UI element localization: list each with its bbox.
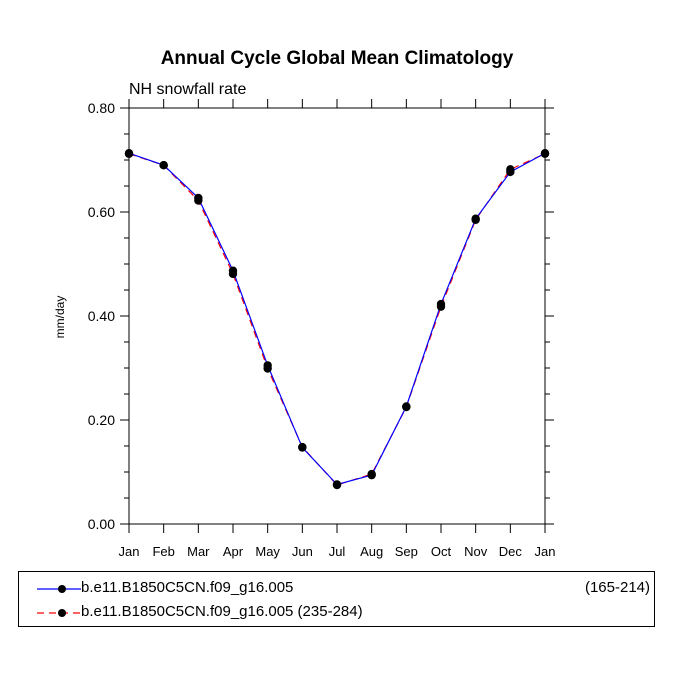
- data-point: [159, 161, 168, 170]
- data-point: [506, 165, 515, 174]
- data-point: [332, 480, 342, 490]
- legend-item-2: b.e11.B1850C5CN.f09_g16.005 (235-284): [19, 602, 654, 622]
- x-tick-label: Jun: [292, 544, 313, 559]
- data-point: [402, 402, 411, 412]
- legend-swatch-1: [37, 585, 81, 593]
- axis-ticks: [120, 99, 554, 533]
- data-point: [194, 196, 203, 205]
- chart-subtitle: NH snowfall rate: [129, 81, 246, 98]
- series-line: [128, 152, 546, 486]
- x-tick-label: Jan: [119, 544, 140, 559]
- data-point: [367, 469, 376, 479]
- legend-swatch-2: [37, 609, 81, 617]
- y-tick-label: 0.60: [88, 204, 115, 220]
- data-point: [436, 302, 446, 311]
- y-tick-labels: 0.00 0.20 0.40 0.60 0.80: [88, 100, 115, 532]
- plot-frame: [128, 107, 546, 525]
- x-tick-label: May: [255, 544, 280, 559]
- x-tick-label: Oct: [431, 544, 452, 559]
- chart: Annual Cycle Global Mean Climatology NH …: [53, 48, 556, 559]
- x-tick-label: Sep: [395, 544, 418, 559]
- chart-title: Annual Cycle Global Mean Climatology: [161, 48, 514, 69]
- legend: b.e11.B1850C5CN.f09_g16.005 (165-214) b.…: [18, 571, 655, 627]
- x-tick-label: Nov: [464, 544, 488, 559]
- y-tick-label: 0.80: [88, 100, 115, 116]
- y-axis-label: mm/day: [53, 296, 67, 339]
- x-tick-label: Feb: [152, 544, 174, 559]
- y-tick-label: 0.20: [88, 412, 115, 428]
- x-tick-label: Jul: [329, 544, 346, 559]
- data-point: [228, 269, 238, 279]
- y-tick-label: 0.00: [88, 516, 115, 532]
- x-tick-label: Aug: [360, 544, 383, 559]
- series-layer: [124, 149, 550, 490]
- legend-label-1: b.e11.B1850C5CN.f09_g16.005: [81, 579, 294, 596]
- data-point: [471, 215, 480, 224]
- data-point: [263, 364, 272, 373]
- legend-label-1-extra: (165-214): [584, 579, 650, 596]
- x-tick-label: Apr: [223, 544, 244, 559]
- data-point: [298, 442, 307, 452]
- series-line: [128, 153, 546, 486]
- legend-item-1: b.e11.B1850C5CN.f09_g16.005 (165-214): [19, 578, 654, 598]
- x-tick-labels: Jan Feb Mar Apr May Jun Jul Aug Sep Oct Nov Dec Jan: [119, 544, 556, 559]
- x-tick-label: Mar: [187, 544, 210, 559]
- legend-label-2: b.e11.B1850C5CN.f09_g16.005 (235-284): [81, 603, 363, 620]
- x-tick-label: Dec: [499, 544, 523, 559]
- x-tick-label: Jan: [535, 544, 556, 559]
- y-tick-label: 0.40: [88, 308, 115, 324]
